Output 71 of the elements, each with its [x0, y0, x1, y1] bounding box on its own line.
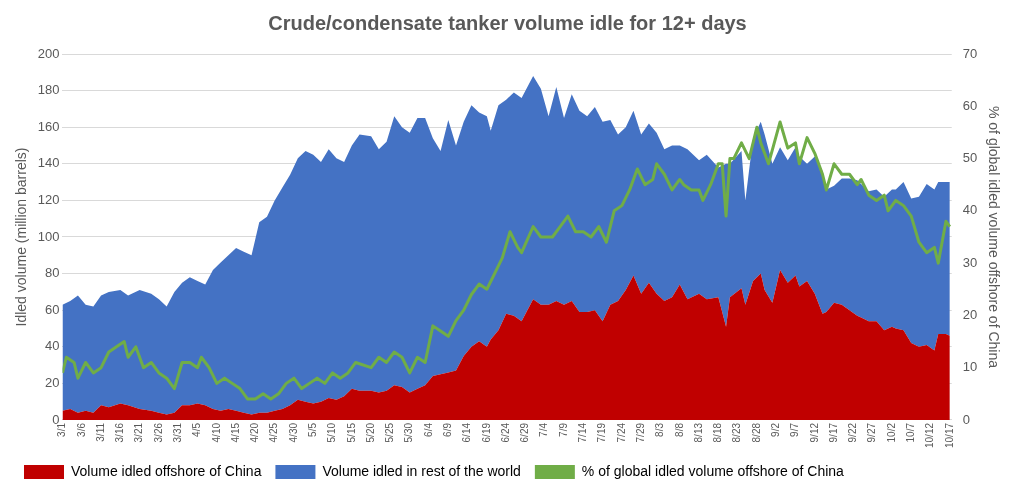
y-tick-label: 20	[45, 374, 60, 390]
x-tick-label: 5/20	[364, 422, 376, 443]
x-tick-label: 4/15	[229, 422, 241, 443]
x-tick-label: 8/8	[673, 422, 685, 437]
x-tick-label: 10/12	[924, 422, 936, 449]
y-tick-label: 200	[37, 45, 60, 61]
chart-title: Crude/condensate tanker volume idle for 12+ days	[268, 11, 747, 34]
x-tick-label: 5/30	[403, 422, 415, 443]
x-tick-label: 6/9	[442, 422, 454, 437]
y-tick-label: 120	[37, 191, 60, 207]
y-tick-label: 60	[45, 301, 60, 317]
x-tick-label: 4/25	[268, 422, 280, 443]
x-tick-label: 8/18	[712, 422, 724, 443]
y2-tick-label: 60	[962, 97, 978, 113]
legend-label: Volume idled offshore of China	[71, 462, 262, 479]
y-tick-label: 180	[37, 82, 60, 98]
x-tick-label: 3/11	[94, 422, 106, 442]
x-tick-label: 10/2	[885, 422, 897, 443]
x-tick-label: 3/6	[75, 422, 87, 437]
x-tick-label: 9/2	[769, 422, 781, 437]
x-tick-label: 7/14	[577, 422, 589, 443]
x-tick-label: 5/10	[326, 422, 338, 443]
x-tick-label: 8/13	[692, 422, 704, 443]
x-tick-label: 3/16	[114, 422, 126, 443]
x-tick-label: 5/25	[384, 422, 396, 443]
x-tick-label: 9/27	[866, 422, 878, 443]
x-tick-label: 7/9	[557, 422, 569, 437]
y2-axis-title: % of global idled volume offshore of China	[985, 105, 1002, 369]
x-tick-label: 8/28	[750, 422, 762, 443]
x-tick-label: 3/31	[171, 422, 183, 443]
y2-tick-label: 20	[962, 306, 978, 322]
x-tick-label: 5/15	[345, 422, 357, 443]
x-tick-label: 4/5	[191, 422, 203, 437]
x-tick-label: 9/12	[808, 422, 820, 443]
x-tick-label: 6/24	[499, 422, 511, 443]
y-tick-label: 160	[37, 118, 60, 134]
x-tick-label: 3/26	[152, 422, 164, 443]
x-tick-label: 6/14	[461, 422, 473, 443]
x-tick-label: 4/30	[287, 422, 299, 443]
y2-tick-label: 30	[962, 254, 978, 270]
y-tick-label: 40	[45, 338, 60, 354]
x-tick-label: 8/23	[731, 422, 743, 443]
x-tick-label: 7/4	[538, 422, 550, 437]
x-tick-label: 3/21	[133, 422, 145, 443]
y2-tick-label: 70	[962, 45, 978, 61]
x-tick-label: 9/7	[789, 422, 801, 437]
x-tick-label: 5/5	[307, 422, 318, 437]
x-tick-label: 6/29	[519, 422, 531, 443]
x-tick-label: 7/19	[596, 422, 608, 443]
x-tick-label: 9/22	[847, 422, 859, 443]
x-tick-label: 10/17	[943, 422, 955, 449]
y2-tick-label: 0	[962, 411, 970, 427]
x-tick-label: 6/19	[480, 422, 492, 443]
y2-tick-label: 40	[962, 202, 978, 218]
y-tick-label: 80	[45, 265, 60, 281]
x-tick-label: 4/20	[249, 422, 261, 443]
legend-label: % of global idled volume offshore of China	[581, 462, 845, 479]
y2-tick-label: 50	[962, 150, 978, 166]
x-tick-label: 9/17	[827, 422, 839, 443]
x-tick-label: 7/29	[634, 422, 646, 443]
x-tick-label: 10/7	[904, 422, 916, 443]
x-tick-label: 6/4	[422, 422, 434, 437]
y2-tick-label: 10	[962, 359, 978, 375]
x-tick-label: 7/24	[615, 422, 627, 443]
legend-label: Volume idled in rest of the world	[322, 462, 521, 479]
y-axis-title: Idled volume (million barrels)	[13, 147, 30, 327]
y-tick-label: 100	[37, 228, 60, 244]
x-tick-label: 3/1	[56, 422, 68, 437]
x-tick-label: 8/3	[654, 422, 666, 437]
y-tick-label: 140	[37, 155, 60, 171]
x-tick-label: 4/10	[210, 422, 222, 443]
